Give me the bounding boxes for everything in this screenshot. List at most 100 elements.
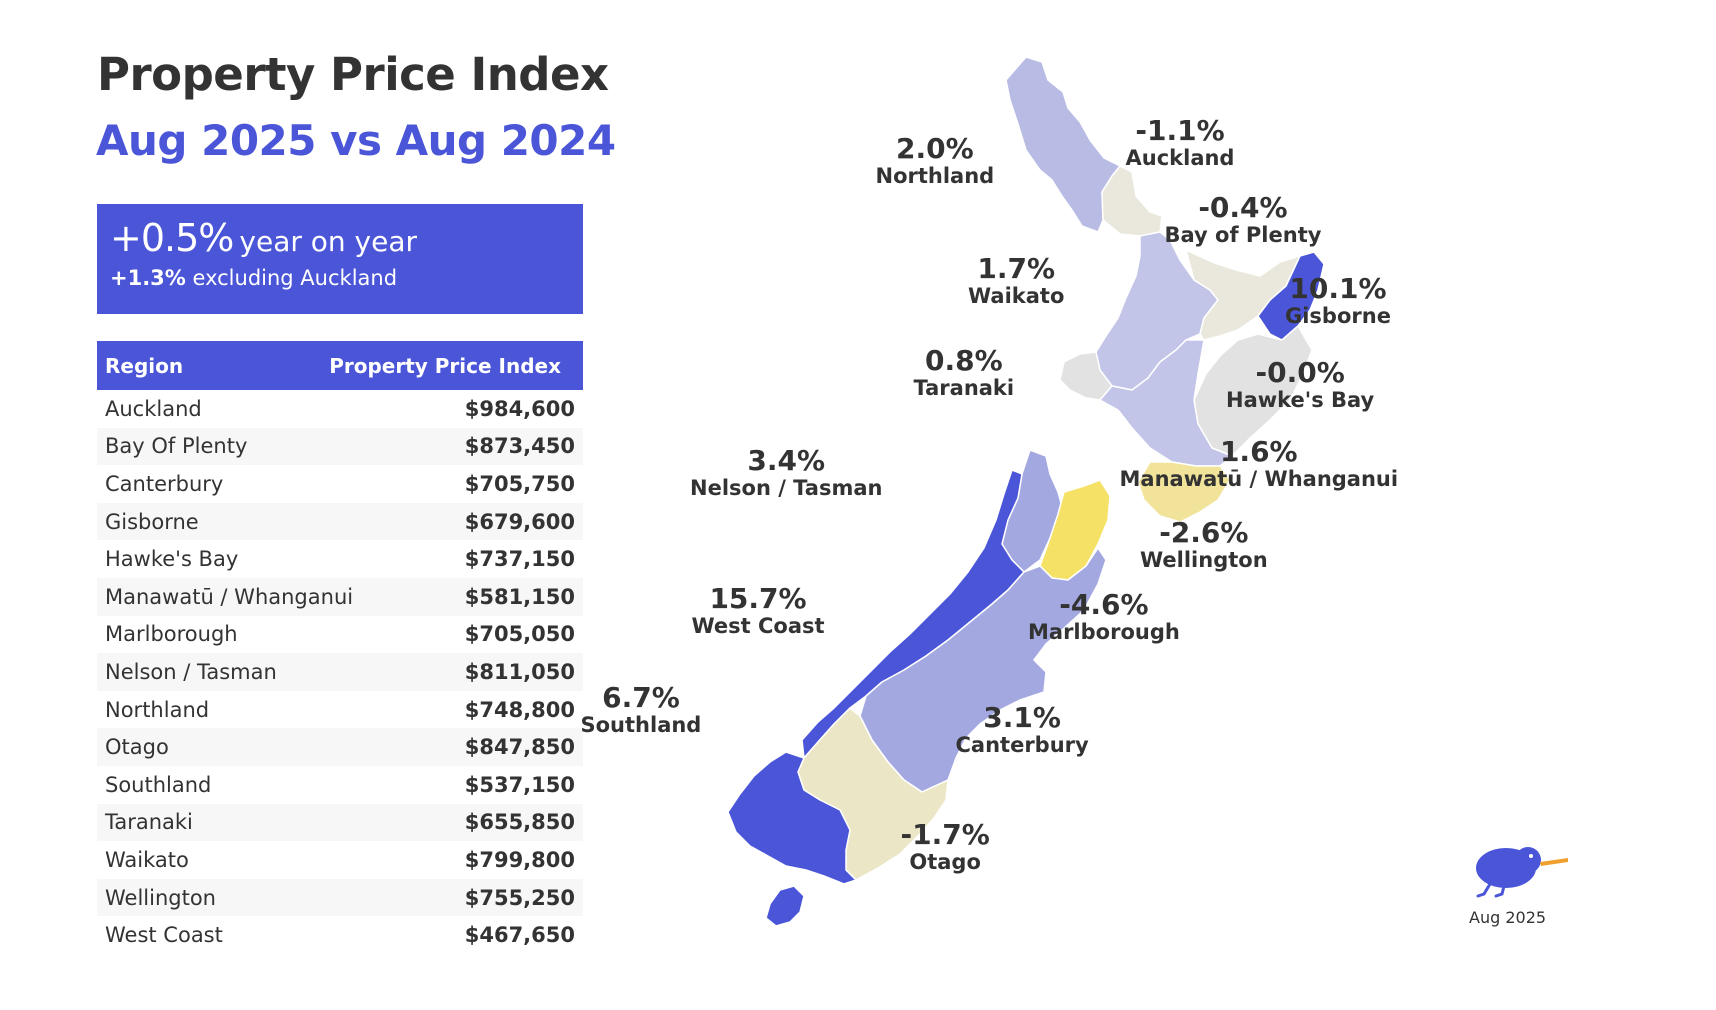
region-taranaki[interactable]: [1059, 351, 1113, 401]
label-auckland: -1.1% Auckland: [1126, 114, 1235, 171]
value-cell: $537,150: [464, 772, 575, 797]
value-cell: $984,600: [464, 396, 575, 421]
table-header: Region Property Price Index: [97, 341, 583, 390]
pct-taranaki: 0.8%: [924, 344, 1003, 377]
label-southland: 6.7% Southland: [580, 681, 702, 738]
table-row: Otago $847,850: [97, 728, 583, 766]
region-cell: Nelson / Tasman: [105, 659, 277, 684]
name-waikato: Waikato: [968, 284, 1065, 308]
table-row: Nelson / Tasman $811,050: [97, 653, 583, 691]
value-cell: $755,250: [464, 885, 575, 910]
value-cell: $655,850: [464, 810, 575, 835]
label-wellington: -2.6% Wellington: [1140, 516, 1268, 573]
table-row: Waikato $799,800: [97, 841, 583, 879]
region-auckland[interactable]: [1101, 165, 1163, 237]
table-row: Taranaki $655,850: [97, 803, 583, 842]
table-row: Manawatū / Whanganui $581,150: [97, 577, 583, 616]
region-cell: Otago: [105, 735, 169, 760]
label-taranaki: 0.8% Taranaki: [913, 344, 1015, 401]
page-subtitle: Aug 2025 vs Aug 2024: [96, 116, 616, 165]
pct-southland: 6.7%: [602, 681, 680, 714]
table-row: Marlborough $705,050: [97, 616, 583, 654]
label-nelson-tasman: 3.4% Nelson / Tasman: [690, 444, 883, 501]
region-wellington[interactable]: [1137, 461, 1231, 523]
table-row: Bay Of Plenty $873,450: [97, 427, 583, 466]
date-label: Aug 2025: [1469, 908, 1547, 927]
table-row: Southland $537,150: [97, 766, 583, 804]
region-cell: Manawatū / Whanganui: [105, 584, 354, 609]
label-marlborough: -4.6% Marlborough: [1028, 588, 1180, 645]
value-cell: $467,650: [464, 923, 575, 948]
label-canterbury: 3.1% Canterbury: [955, 701, 1089, 758]
pct-wellington: -2.6%: [1159, 516, 1249, 549]
region-cell: Waikato: [105, 847, 189, 872]
table-row: West Coast $467,650: [97, 916, 583, 954]
name-canterbury: Canterbury: [955, 733, 1089, 757]
region-cell: Southland: [105, 772, 212, 797]
pct-nelson-tasman: 3.4%: [747, 444, 826, 477]
region-southland[interactable]: [727, 751, 857, 885]
table-body: Auckland $984,600 Bay Of Plenty $873,450 C…: [97, 390, 583, 954]
name-gisborne: Gisborne: [1285, 304, 1391, 328]
price-table: Region Property Price Index Auckland $984…: [97, 341, 583, 954]
label-manawatu-whanganui: 1.6% Manawatū / Whanganui: [1119, 437, 1399, 492]
value-cell: $737,150: [464, 547, 575, 572]
region-cell: Taranaki: [105, 810, 193, 835]
secondary-text: excluding Auckland: [192, 266, 398, 290]
secondary-value: +1.3%: [110, 266, 186, 290]
name-hawkes-bay: Hawke's Bay: [1226, 388, 1375, 412]
summary-box: +0.5% year on year +1.3% excluding Auckla…: [97, 204, 583, 314]
pct-northland: 2.0%: [896, 132, 974, 165]
region-cell: West Coast: [105, 923, 223, 948]
pct-waikato: 1.7%: [977, 252, 1056, 285]
pct-canterbury: 3.1%: [983, 701, 1061, 734]
value-cell: $679,600: [464, 509, 575, 534]
headline-text: year on year: [239, 225, 418, 258]
name-otago: Otago: [909, 850, 981, 874]
value-cell: $799,800: [464, 847, 575, 872]
label-waikato: 1.7% Waikato: [968, 252, 1065, 309]
pct-auckland: -1.1%: [1135, 114, 1225, 147]
stewart-island[interactable]: [765, 885, 805, 927]
table-row: Wellington $755,250: [97, 878, 583, 917]
headline-value: +0.5%: [110, 216, 234, 260]
region-cell: Gisborne: [105, 509, 199, 534]
value-cell: $705,750: [464, 471, 575, 496]
region-cell: Marlborough: [105, 622, 238, 647]
region-cell: Hawke's Bay: [105, 547, 239, 572]
name-northland: Northland: [875, 164, 995, 188]
name-wellington: Wellington: [1140, 548, 1268, 572]
table-row: Hawke's Bay $737,150: [97, 540, 583, 578]
value-cell: $847,850: [464, 735, 575, 760]
label-bay-of-plenty: -0.4% Bay of Plenty: [1165, 191, 1322, 248]
name-manawatu-whanganui: Manawatū / Whanganui: [1119, 467, 1399, 491]
name-marlborough: Marlborough: [1028, 620, 1180, 644]
table-row: Northland $748,800: [97, 691, 583, 729]
label-gisborne: 10.1% Gisborne: [1285, 272, 1391, 329]
region-cell: Auckland: [105, 396, 202, 421]
region-cell: Northland: [105, 697, 210, 722]
label-northland: 2.0% Northland: [875, 132, 995, 189]
pct-otago: -1.7%: [900, 818, 990, 851]
region-cell: Wellington: [105, 885, 216, 910]
pct-bay-of-plenty: -0.4%: [1198, 191, 1288, 224]
value-cell: $705,050: [464, 622, 575, 647]
region-manawatu-whanganui[interactable]: [1099, 339, 1233, 467]
region-bay-of-plenty[interactable]: [1185, 249, 1301, 341]
name-taranaki: Taranaki: [913, 376, 1015, 400]
table-row: Gisborne $679,600: [97, 502, 583, 541]
value-cell: $811,050: [464, 659, 575, 684]
pct-gisborne: 10.1%: [1289, 272, 1387, 305]
value-cell: $873,450: [464, 434, 575, 459]
region-cell: Canterbury: [105, 471, 224, 496]
pct-marlborough: -4.6%: [1059, 588, 1149, 621]
name-nelson-tasman: Nelson / Tasman: [690, 476, 883, 500]
page-title: Property Price Index: [97, 48, 609, 101]
region-cell: Bay Of Plenty: [105, 434, 248, 459]
header-index: Property Price Index: [329, 353, 561, 378]
value-cell: $748,800: [464, 697, 575, 722]
name-southland: Southland: [580, 713, 702, 737]
pct-west-coast: 15.7%: [709, 582, 807, 615]
name-west-coast: West Coast: [691, 614, 825, 638]
